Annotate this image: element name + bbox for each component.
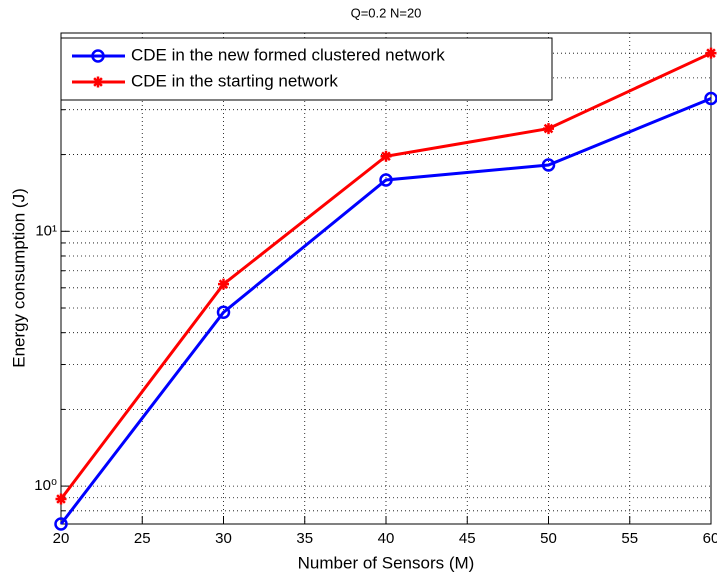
x-tick-label: 25: [134, 530, 151, 547]
legend: CDE in the new formed clustered network C…: [60, 37, 553, 101]
legend-box: [60, 37, 553, 101]
x-tick-label: 20: [53, 530, 70, 547]
legend-label: CDE in the new formed clustered network: [131, 45, 445, 64]
marker: [55, 493, 67, 505]
marker: [541, 158, 556, 172]
legend-label: CDE in the starting network: [131, 71, 338, 90]
legend-marker: [92, 76, 104, 88]
marker: [218, 278, 229, 290]
marker: [54, 517, 68, 531]
x-tick-label: 35: [296, 530, 313, 547]
x-tick-label: 60: [703, 530, 717, 547]
y-tick-label: 10¹: [35, 222, 57, 239]
marker: [379, 173, 393, 187]
marker: [380, 150, 392, 162]
marker: [705, 47, 717, 59]
y-tick-label: 10⁰: [34, 477, 57, 494]
x-tick-label: 50: [540, 530, 557, 547]
x-tick-label: 45: [459, 530, 476, 547]
marker: [216, 305, 231, 320]
x-tick-label: 55: [621, 530, 638, 547]
legend-marker: [91, 49, 105, 63]
marker: [543, 123, 554, 135]
series-line: [59, 97, 712, 525]
x-axis-label: Number of Sensors (M): [298, 553, 475, 572]
x-tick-label: 30: [215, 530, 232, 547]
y-axis-label: Energy consumption (J): [9, 188, 28, 368]
plot-frame: [60, 32, 712, 525]
chart-title: Q=0.2 N=20: [351, 5, 422, 20]
x-tick-label: 40: [378, 530, 395, 547]
